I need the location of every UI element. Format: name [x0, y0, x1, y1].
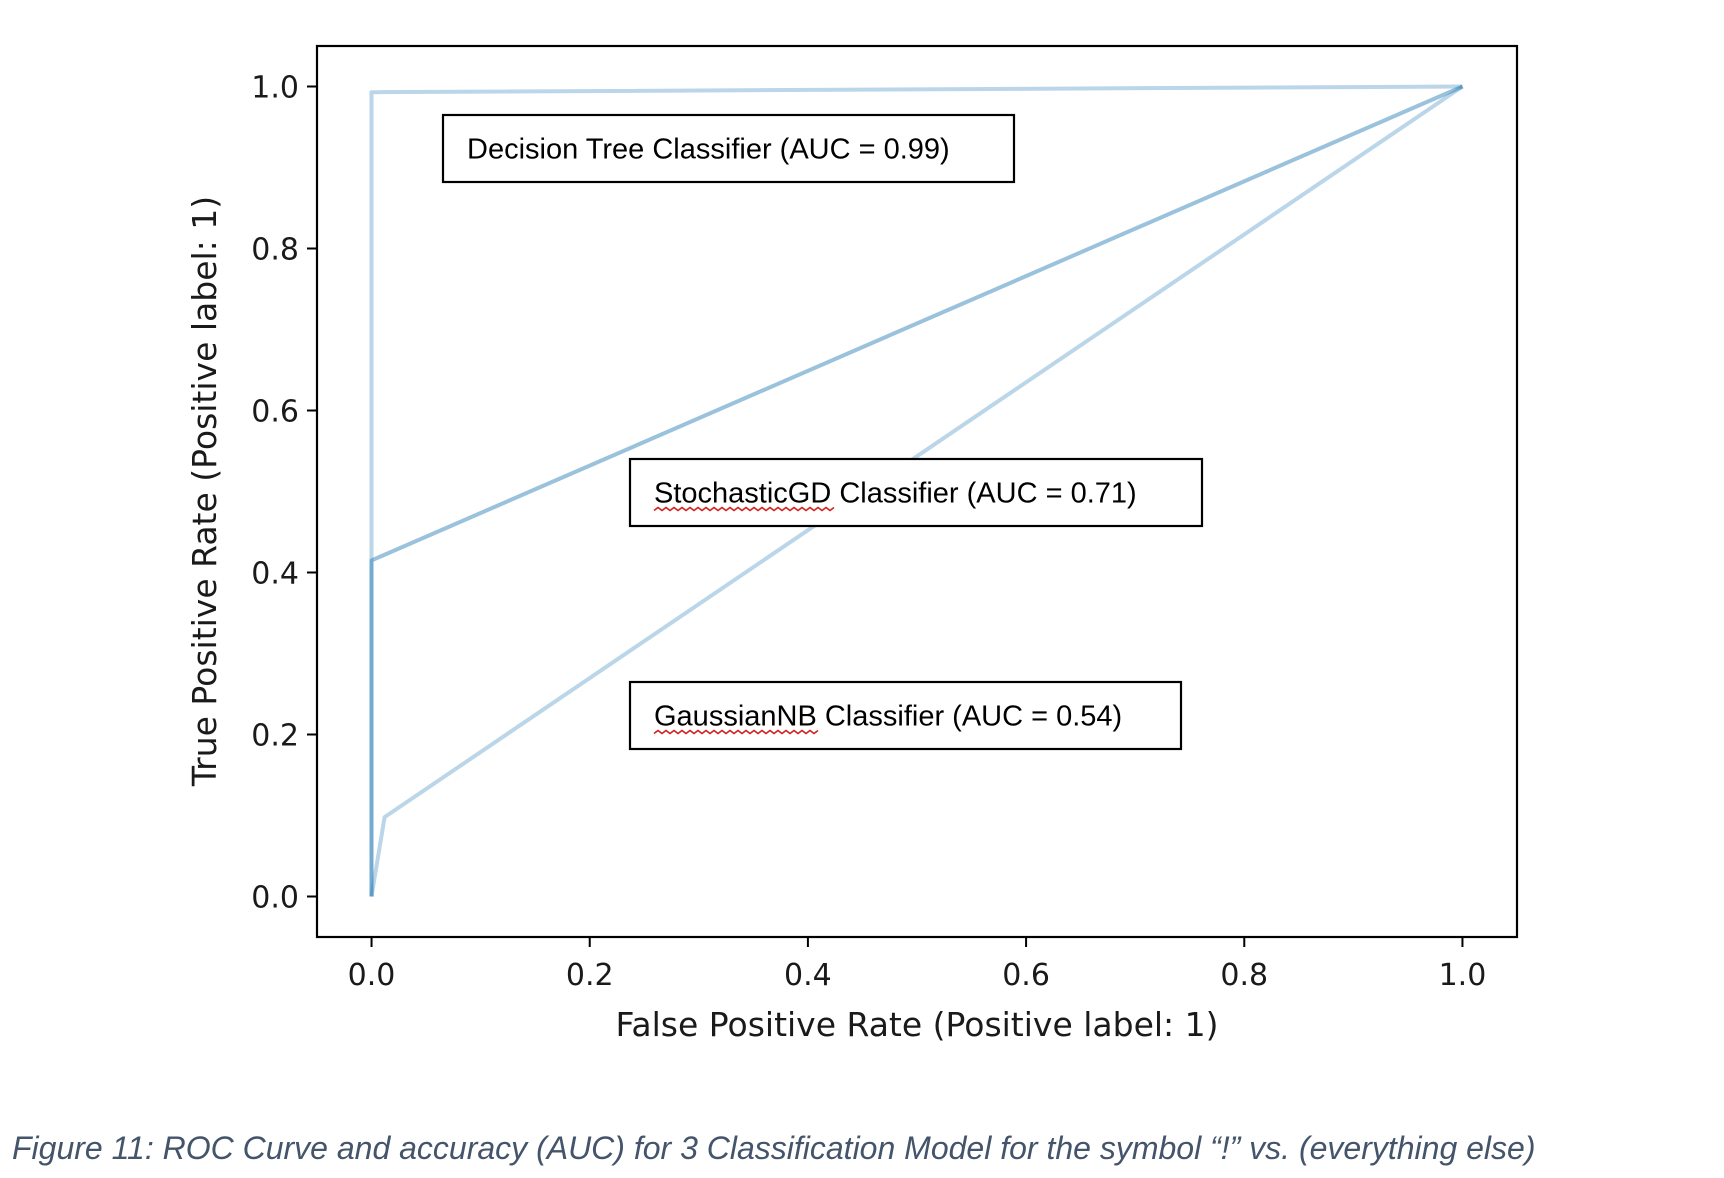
x-tick-label: 1.0 [1439, 958, 1487, 993]
y-axis-ticks: 0.0 0.2 0.4 0.6 0.8 1.0 [251, 71, 317, 916]
annotation-box [441, 113, 1016, 184]
y-tick-label: 0.2 [251, 719, 299, 754]
y-tick-label: 0.4 [251, 557, 299, 592]
y-tick-label: 0.0 [251, 881, 299, 916]
spellcheck-squiggle [653, 729, 819, 735]
annotation-box [628, 680, 1183, 751]
annotation-box [628, 457, 1204, 528]
annotation-boxes: Decision Tree Classifier (AUC = 0.99) Sto… [441, 113, 1204, 751]
x-tick-label: 0.0 [348, 958, 396, 993]
x-tick-label: 0.2 [566, 958, 614, 993]
roc-curve-3 [369, 84, 1464, 897]
x-axis-ticks: 0.0 0.2 0.4 0.6 0.8 1.0 [348, 937, 1487, 993]
x-axis-title: False Positive Rate (Positive label: 1) [615, 1005, 1218, 1044]
roc-curve-1 [369, 84, 1463, 897]
plot-frame [315, 44, 1519, 939]
annotation-3: GaussianNB Classifier (AUC = 0.54) [628, 680, 1183, 751]
annotation-label: Decision Tree Classifier (AUC = 0.99) [467, 134, 950, 166]
x-tick-label: 0.6 [1002, 958, 1050, 993]
spellcheck-squiggle [653, 506, 835, 512]
x-tick-label: 0.8 [1220, 958, 1268, 993]
roc-curves [369, 84, 1464, 897]
figure-caption: Figure 11: ROC Curve and accuracy (AUC) … [12, 1130, 1536, 1166]
y-tick-label: 0.6 [251, 395, 299, 430]
annotation-label: GaussianNB Classifier (AUC = 0.54) [654, 701, 1122, 733]
y-tick-label: 1.0 [251, 71, 299, 106]
y-axis-title: True Positive Rate (Positive label: 1) [185, 196, 224, 787]
roc-curve-2 [369, 84, 1464, 897]
annotation-2: StochasticGD Classifier (AUC = 0.71) [628, 457, 1204, 528]
x-tick-label: 0.4 [784, 958, 832, 993]
annotation-1: Decision Tree Classifier (AUC = 0.99) [441, 113, 1016, 184]
annotation-label: StochasticGD Classifier (AUC = 0.71) [654, 478, 1137, 510]
y-tick-label: 0.8 [251, 233, 299, 268]
